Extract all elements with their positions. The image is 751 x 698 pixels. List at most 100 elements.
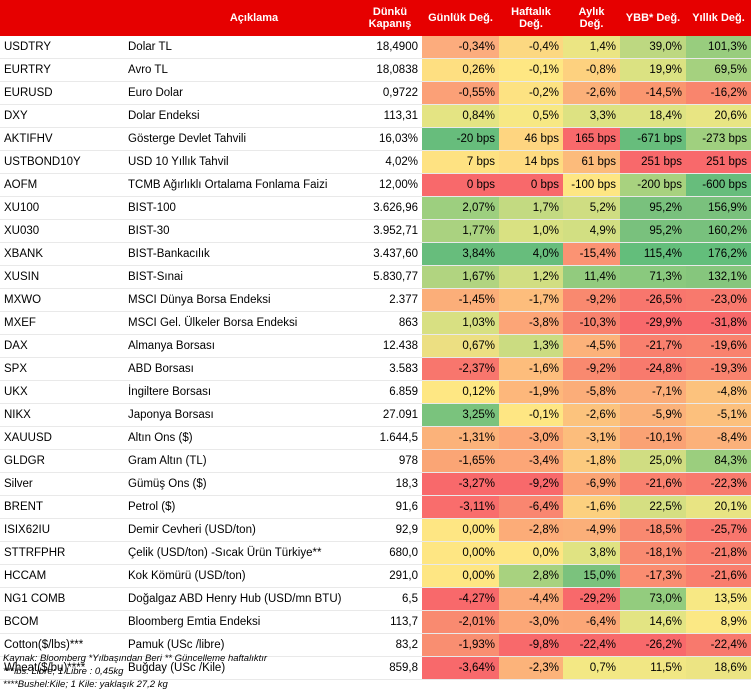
description-cell: BIST-Sınai (124, 265, 358, 289)
ticker-cell: EURUSD (0, 81, 124, 105)
weekly-change-cell: 4,0% (499, 242, 563, 266)
yearly-change-cell: -5,1% (686, 403, 751, 427)
table-row: BCOM Bloomberg Emtia Endeksi 113,7 -2,01% -3… (0, 610, 751, 634)
ticker-cell: DAX (0, 334, 124, 358)
yearly-change-cell: -16,2% (686, 81, 751, 105)
close-cell: 3.952,71 (358, 219, 422, 243)
close-cell: 83,2 (358, 633, 422, 657)
daily-change-cell: -1,65% (422, 449, 499, 473)
table-row: Silver Gümüş Ons ($) 18,3 -3,27% -9,2% -6,9% -… (0, 472, 751, 496)
daily-change-cell: -2,37% (422, 357, 499, 381)
weekly-change-cell: -0,4% (499, 36, 563, 59)
description-cell: Buğday (USc /Kile) (124, 656, 358, 680)
weekly-change-cell: -2,8% (499, 518, 563, 542)
header-daily: Günlük Değ. (422, 0, 499, 36)
ytd-change-cell: 18,4% (620, 104, 686, 128)
ticker-cell: XBANK (0, 242, 124, 266)
close-cell: 27.091 (358, 403, 422, 427)
yearly-change-cell: 132,1% (686, 265, 751, 289)
table-row: AKTIFHV Gösterge Devlet Tahvili 16,03% -20 … (0, 127, 751, 151)
market-table: Açıklama Dünkü Kapanış Günlük Değ. Hafta… (0, 0, 751, 680)
weekly-change-cell: 1,0% (499, 219, 563, 243)
description-cell: Petrol ($) (124, 495, 358, 519)
description-cell: MSCI Dünya Borsa Endeksi (124, 288, 358, 312)
weekly-change-cell: -1,9% (499, 380, 563, 404)
ytd-change-cell: -17,3% (620, 564, 686, 588)
daily-change-cell: -1,93% (422, 633, 499, 657)
header-monthly: Aylık Değ. (563, 0, 620, 36)
monthly-change-cell: -9,2% (563, 288, 620, 312)
daily-change-cell: 0,00% (422, 518, 499, 542)
close-cell: 0,9722 (358, 81, 422, 105)
table-row: MXWO MSCI Dünya Borsa Endeksi 2.377 -1,45% -… (0, 288, 751, 312)
daily-change-cell: -1,45% (422, 288, 499, 312)
ticker-cell: UKX (0, 380, 124, 404)
table-row: Cotton($/lbs)*** Pamuk (USc /libre) 83,2 -1… (0, 633, 751, 657)
ticker-cell: XU030 (0, 219, 124, 243)
monthly-change-cell: -29,2% (563, 587, 620, 611)
table-row: NG1 COMB Doğalgaz ABD Henry Hub (USD/mn B… (0, 587, 751, 611)
ytd-change-cell: 22,5% (620, 495, 686, 519)
daily-change-cell: -3,27% (422, 472, 499, 496)
table-row: XU100 BIST-100 3.626,96 2,07% 1,7% 5,2% 95,2% 1… (0, 196, 751, 220)
yearly-change-cell: -19,6% (686, 334, 751, 358)
monthly-change-cell: -4,5% (563, 334, 620, 358)
weekly-change-cell: 46 bps (499, 127, 563, 151)
ticker-cell: BCOM (0, 610, 124, 634)
ticker-cell: AOFM (0, 173, 124, 197)
daily-change-cell: -2,01% (422, 610, 499, 634)
table-row: SPX ABD Borsası 3.583 -2,37% -1,6% -9,2% -24,8… (0, 357, 751, 381)
ytd-change-cell: 115,4% (620, 242, 686, 266)
monthly-change-cell: 5,2% (563, 196, 620, 220)
yearly-change-cell: 176,2% (686, 242, 751, 266)
table-row: Wheat($/bu)**** Buğday (USc /Kile) 859,8 -3… (0, 656, 751, 680)
weekly-change-cell: -3,8% (499, 311, 563, 335)
table-row: EURTRY Avro TL 18,0838 0,26% -0,1% -0,8% 19,9%… (0, 58, 751, 82)
ytd-change-cell: -24,8% (620, 357, 686, 381)
daily-change-cell: -0,34% (422, 36, 499, 59)
description-cell: Japonya Borsası (124, 403, 358, 427)
daily-change-cell: -4,27% (422, 587, 499, 611)
weekly-change-cell: -1,7% (499, 288, 563, 312)
close-cell: 18,4900 (358, 36, 422, 59)
monthly-change-cell: 0,7% (563, 656, 620, 680)
description-cell: BIST-30 (124, 219, 358, 243)
description-cell: Dolar Endeksi (124, 104, 358, 128)
description-cell: BIST-100 (124, 196, 358, 220)
weekly-change-cell: 0 bps (499, 173, 563, 197)
yearly-change-cell: 160,2% (686, 219, 751, 243)
weekly-change-cell: 0,5% (499, 104, 563, 128)
ticker-cell: MXEF (0, 311, 124, 335)
table-row: GLDGR Gram Altın (TL) 978 -1,65% -3,4% -1,8% 2… (0, 449, 751, 473)
daily-change-cell: 3,84% (422, 242, 499, 266)
monthly-change-cell: -2,6% (563, 81, 620, 105)
ytd-change-cell: -671 bps (620, 127, 686, 151)
monthly-change-cell: 3,3% (563, 104, 620, 128)
ytd-change-cell: 14,6% (620, 610, 686, 634)
description-cell: Demir Cevheri (USD/ton) (124, 518, 358, 542)
table-row: UKX İngiltere Borsası 6.859 0,12% -1,9% -5,8%… (0, 380, 751, 404)
ticker-cell: Wheat($/bu)**** (0, 656, 124, 680)
daily-change-cell: -3,11% (422, 495, 499, 519)
weekly-change-cell: -9,2% (499, 472, 563, 496)
ticker-cell: Silver (0, 472, 124, 496)
daily-change-cell: 1,67% (422, 265, 499, 289)
close-cell: 6.859 (358, 380, 422, 404)
ytd-change-cell: -21,7% (620, 334, 686, 358)
weekly-change-cell: -3,0% (499, 426, 563, 450)
close-cell: 5.830,77 (358, 265, 422, 289)
header-close: Dünkü Kapanış (358, 0, 422, 36)
yearly-change-cell: 8,9% (686, 610, 751, 634)
close-cell: 291,0 (358, 564, 422, 588)
ticker-cell: BRENT (0, 495, 124, 519)
ticker-cell: MXWO (0, 288, 124, 312)
table-row: DXY Dolar Endeksi 113,31 0,84% 0,5% 3,3% 18,4%… (0, 104, 751, 128)
ticker-cell: XAUUSD (0, 426, 124, 450)
description-cell: Dolar TL (124, 36, 358, 59)
monthly-change-cell: -4,9% (563, 518, 620, 542)
ytd-change-cell: 39,0% (620, 36, 686, 59)
monthly-change-cell: -6,9% (563, 472, 620, 496)
header-code (0, 0, 124, 36)
ytd-change-cell: -26,2% (620, 633, 686, 657)
weekly-change-cell: -6,4% (499, 495, 563, 519)
